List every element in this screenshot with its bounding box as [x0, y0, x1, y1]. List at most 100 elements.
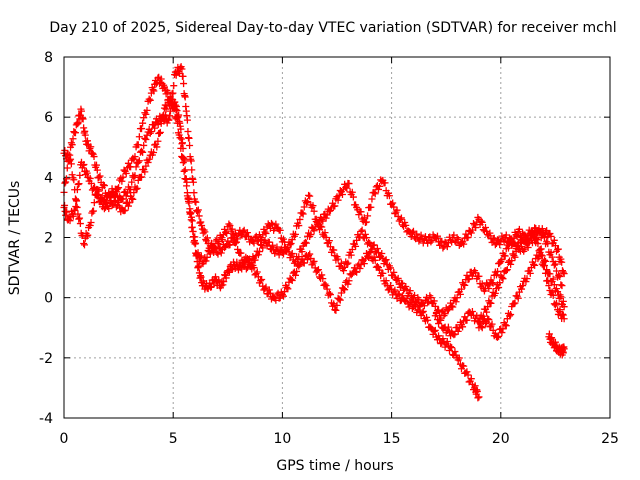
data-point-fill — [385, 192, 393, 200]
data-point-fill — [347, 251, 355, 259]
data-point-fill — [494, 267, 502, 275]
data-point-fill — [550, 236, 558, 244]
data-point-fill — [252, 232, 260, 240]
data-point-fill — [183, 116, 191, 124]
data-point-fill — [257, 277, 265, 285]
data-point-fill — [99, 181, 107, 189]
data-point-fill — [131, 153, 139, 161]
data-point-fill — [276, 226, 284, 234]
data-point-fill — [122, 169, 130, 177]
data-point-fill — [544, 240, 552, 248]
data-point-fill — [61, 179, 69, 187]
data-point-fill — [503, 266, 511, 274]
data-point-fill — [364, 252, 372, 260]
data-point-fill — [336, 187, 344, 194]
data-point-fill — [233, 238, 241, 246]
data-point-fill — [99, 198, 107, 206]
data-point-fill — [66, 217, 74, 225]
data-point — [174, 119, 182, 127]
data-point-fill — [394, 274, 402, 282]
data-point-fill — [542, 269, 550, 277]
data-point-fill — [435, 332, 443, 340]
data-point-fill — [253, 237, 261, 245]
data-point-fill — [74, 180, 82, 188]
data-point-fill — [293, 267, 301, 275]
data-point-fill — [74, 119, 82, 127]
data-point-fill — [234, 245, 242, 253]
data-point-fill — [345, 180, 353, 188]
data-point-fill — [360, 260, 368, 268]
data-point-fill — [477, 322, 485, 330]
data-point-fill — [222, 274, 230, 282]
data-point-fill — [76, 171, 84, 179]
data-point-fill — [84, 231, 92, 239]
data-point-fill — [79, 115, 87, 123]
data-point-fill — [431, 326, 439, 334]
data-point-fill — [178, 153, 186, 161]
data-point-fill — [403, 295, 411, 303]
data-point-fill — [373, 262, 381, 270]
data-point-fill — [69, 212, 77, 220]
data-point-fill — [534, 240, 542, 248]
data-point-fill — [559, 297, 567, 305]
data-point-fill — [499, 325, 507, 333]
data-point-fill — [129, 195, 137, 203]
data-point-fill — [306, 192, 314, 200]
data-point-fill — [455, 354, 463, 362]
data-point — [510, 300, 518, 308]
data-point-fill — [548, 253, 556, 261]
data-point-fill — [557, 293, 565, 301]
data-point-fill — [295, 222, 303, 230]
data-point-fill — [147, 127, 155, 135]
data-point-fill — [463, 368, 471, 376]
x-tick-label: 20 — [492, 431, 510, 447]
data-point-fill — [420, 302, 428, 310]
plot-frame — [63, 56, 611, 419]
data-point-fill — [498, 232, 506, 240]
data-point — [519, 282, 527, 290]
data-point-fill — [265, 286, 273, 294]
data-point-fill — [403, 286, 411, 294]
data-point — [226, 221, 234, 229]
data-point-fill — [333, 301, 341, 309]
data-point-fill — [506, 312, 514, 320]
data-point-fill — [94, 186, 102, 194]
data-point-fill — [190, 189, 198, 197]
data-point-fill — [464, 276, 472, 284]
data-point-fill — [548, 288, 556, 296]
data-point-fill — [489, 279, 497, 287]
data-point-fill — [164, 88, 172, 96]
data-point — [558, 282, 566, 290]
data-point-fill — [471, 382, 479, 390]
data-point-fill — [379, 269, 387, 277]
data-point-fill — [307, 231, 315, 239]
x-tick-label: 15 — [383, 431, 401, 447]
data-point-fill — [177, 144, 185, 152]
data-point-fill — [197, 218, 205, 226]
data-point — [154, 74, 162, 82]
data-point-fill — [176, 64, 184, 72]
data-point-fill — [72, 203, 80, 211]
data-point-fill — [222, 228, 230, 236]
data-point-fill — [160, 111, 168, 119]
data-point — [261, 285, 269, 293]
data-point-fill — [549, 292, 557, 300]
data-point-fill — [192, 239, 200, 247]
data-point-fill — [150, 149, 158, 157]
data-point-fill — [68, 171, 76, 179]
data-point-fill — [90, 153, 98, 161]
chart-title: Day 210 of 2025, Sidereal Day-to-day VTE… — [49, 20, 616, 36]
data-point-fill — [322, 214, 330, 222]
data-point-fill — [537, 251, 545, 259]
data-point-fill — [408, 229, 416, 237]
data-point-fill — [95, 187, 103, 195]
data-point-fill — [558, 310, 566, 318]
data-point-fill — [212, 273, 220, 281]
data-point-fill — [156, 129, 164, 137]
data-point-fill — [181, 93, 189, 101]
data-point-fill — [552, 285, 560, 293]
data-point-fill — [341, 180, 349, 188]
data-point-fill — [488, 320, 496, 328]
data-point-fill — [309, 202, 317, 210]
data-point-fill — [145, 95, 153, 103]
